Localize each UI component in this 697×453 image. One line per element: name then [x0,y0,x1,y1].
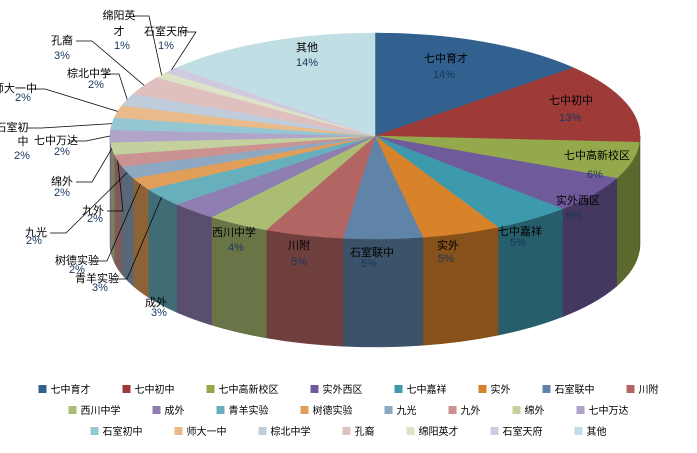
svg-text:13%: 13% [559,112,581,124]
svg-text:七中嘉祥: 七中嘉祥 [498,224,542,238]
svg-text:5%: 5% [291,256,307,268]
svg-text:6%: 6% [587,169,603,181]
svg-text:2%: 2% [54,146,70,158]
svg-text:14%: 14% [433,69,455,81]
svg-text:绵阳英: 绵阳英 [103,8,136,22]
svg-text:4%: 4% [228,242,244,254]
svg-text:2%: 2% [88,79,104,91]
svg-text:七中初中: 七中初中 [549,93,593,107]
svg-text:3%: 3% [92,282,108,294]
svg-text:才: 才 [114,24,125,38]
svg-text:石室联中: 石室联中 [350,245,394,259]
svg-text:3%: 3% [54,50,70,62]
svg-text:2%: 2% [54,187,70,199]
svg-text:2%: 2% [69,264,85,276]
svg-text:2%: 2% [26,235,42,247]
svg-text:石室初: 石室初 [0,120,29,134]
svg-text:2%: 2% [15,92,31,104]
svg-text:实外西区: 实外西区 [556,193,600,207]
svg-text:其他: 其他 [296,41,318,54]
svg-text:14%: 14% [296,57,318,69]
svg-text:石室天府: 石室天府 [144,24,188,38]
svg-text:绵外: 绵外 [51,174,73,188]
svg-text:6%: 6% [566,210,582,222]
svg-text:孔裔: 孔裔 [51,33,73,47]
svg-text:棕北中学: 棕北中学 [67,66,111,80]
svg-text:1%: 1% [114,40,130,52]
svg-text:1%: 1% [158,40,174,52]
svg-text:3%: 3% [151,307,167,319]
svg-text:西川中学: 西川中学 [212,225,256,239]
svg-text:5%: 5% [438,253,454,265]
svg-text:2%: 2% [14,150,30,162]
svg-text:5%: 5% [361,258,377,270]
svg-text:七中育才: 七中育才 [424,51,468,65]
svg-text:七中高新校区: 七中高新校区 [564,148,630,162]
svg-text:2%: 2% [87,213,103,225]
svg-text:中: 中 [18,135,29,148]
svg-text:实外: 实外 [437,238,459,252]
svg-text:5%: 5% [510,237,526,249]
svg-text:川附: 川附 [288,238,310,252]
